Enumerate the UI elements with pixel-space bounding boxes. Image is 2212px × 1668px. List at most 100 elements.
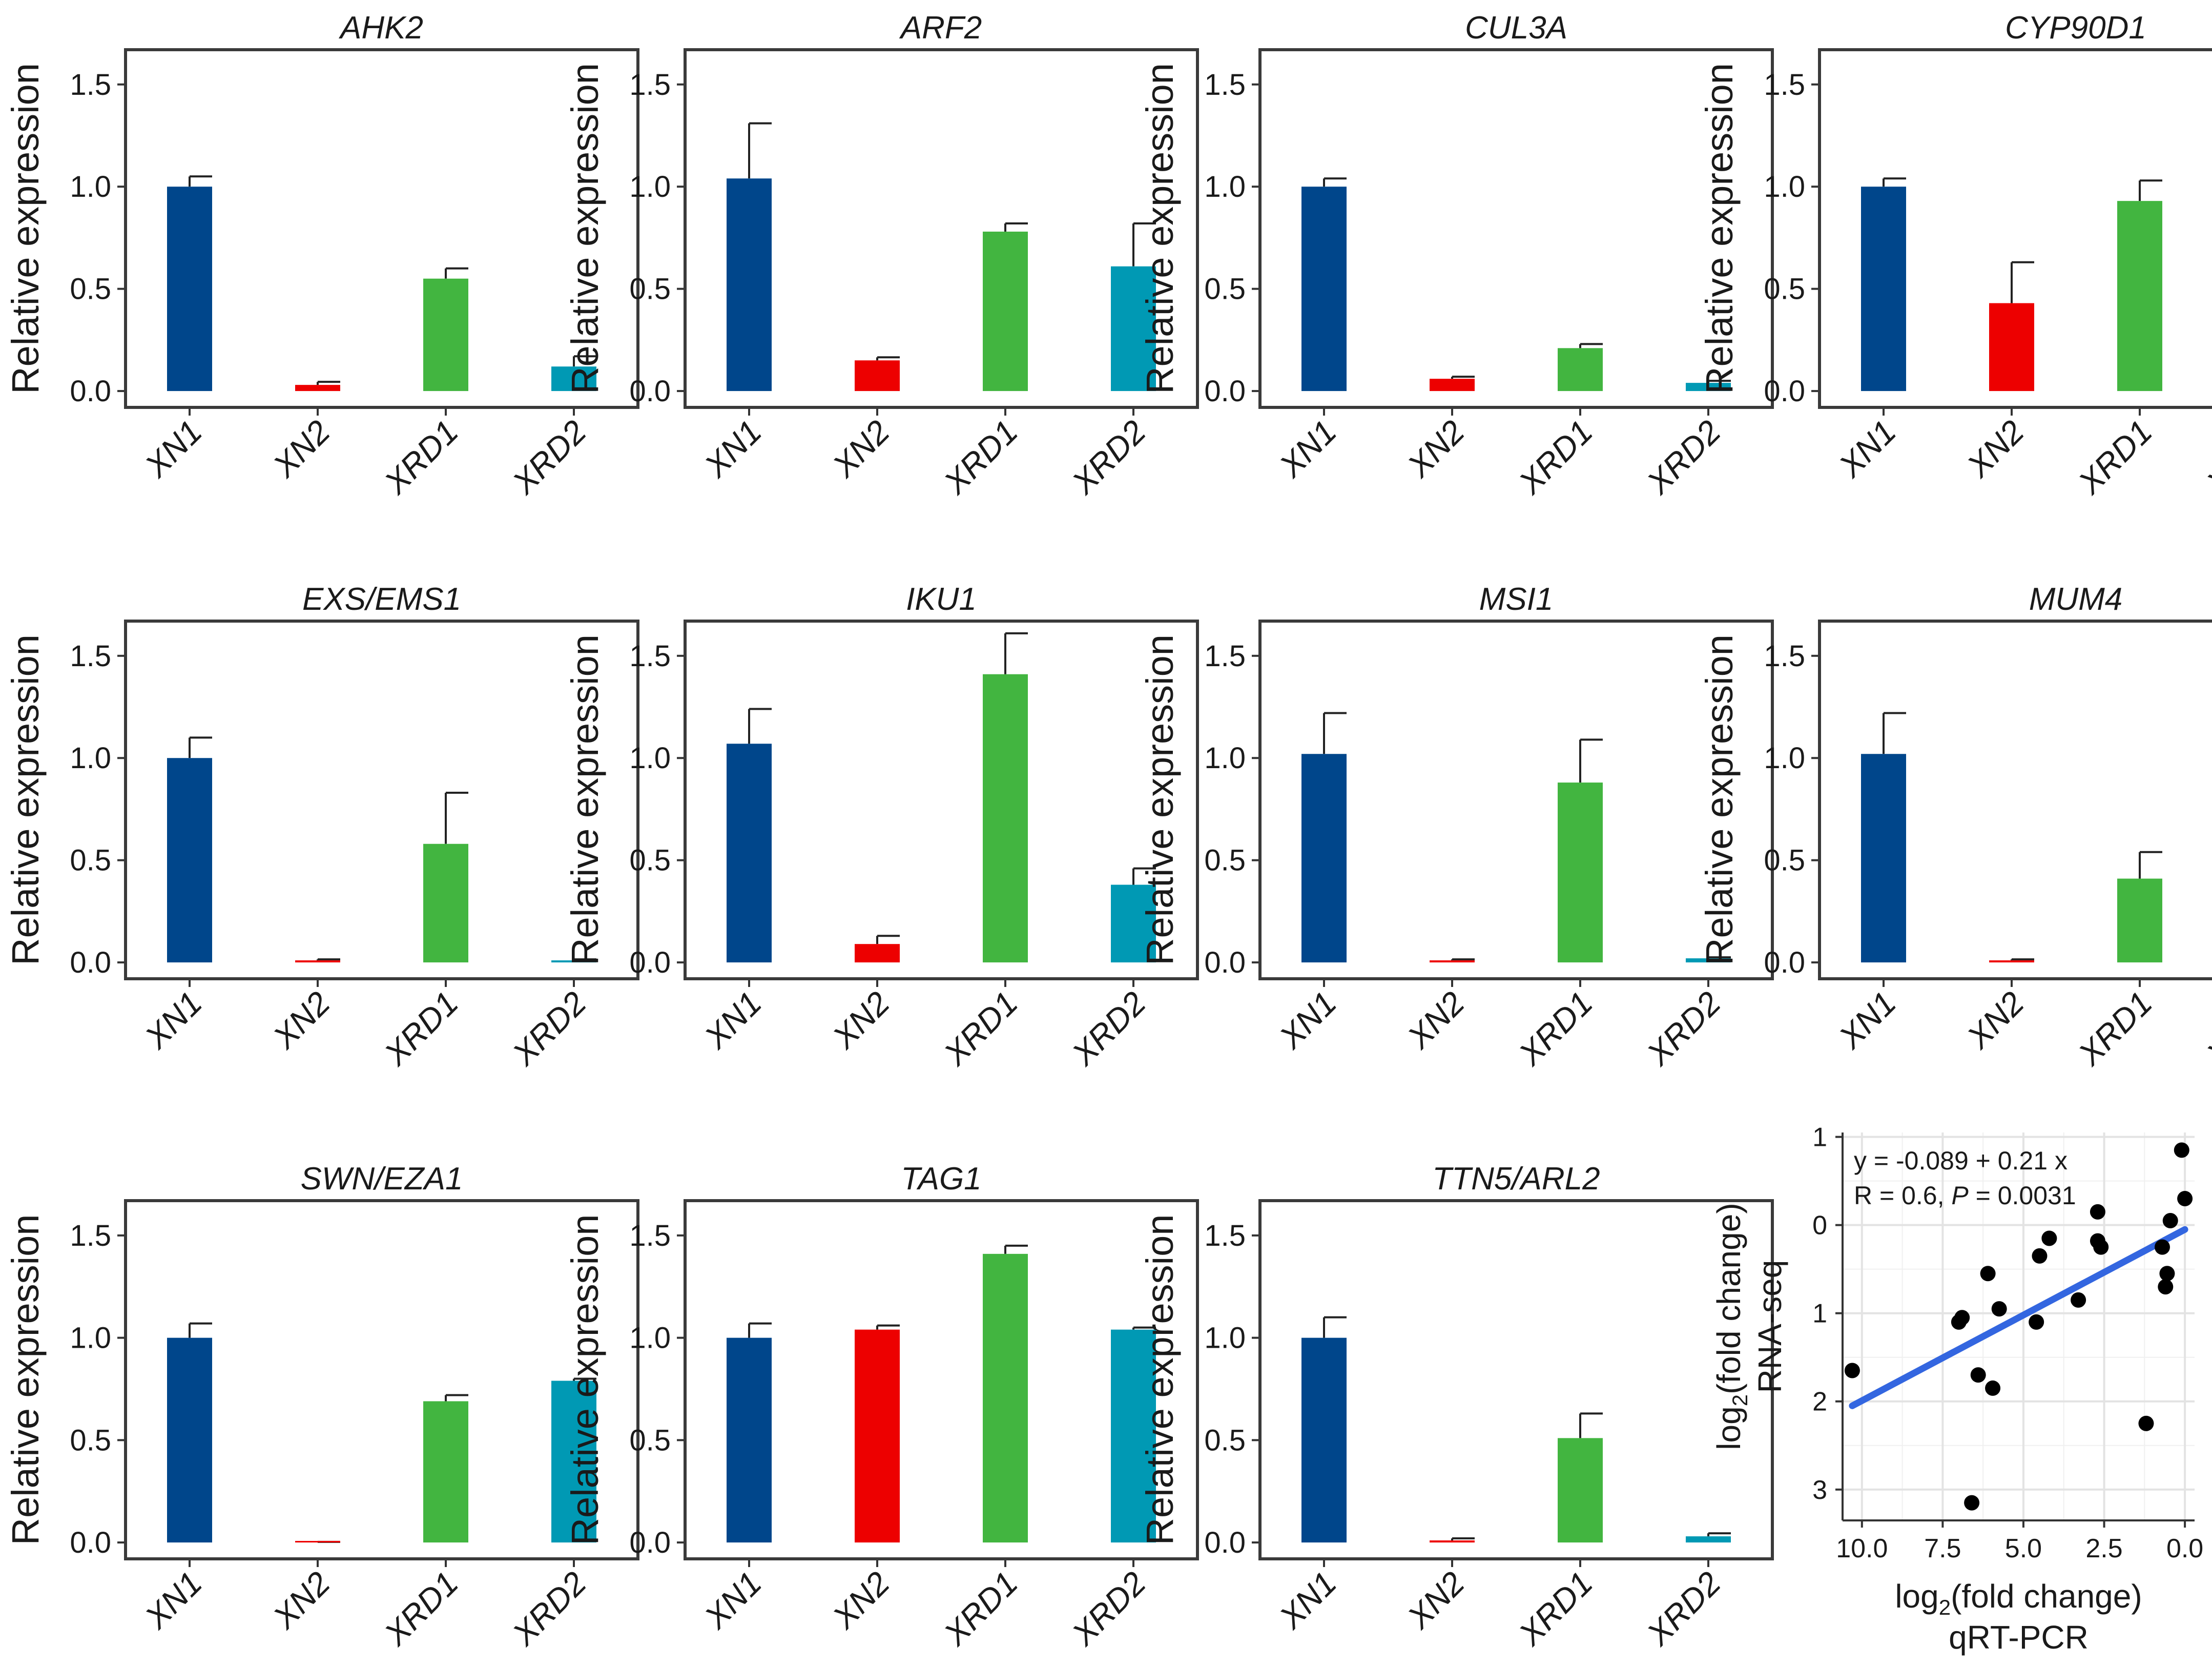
y-tick-label: 1.0: [70, 1322, 111, 1355]
y-axis-title: Relative expression: [1698, 634, 1741, 965]
y-tick-label: 0.0: [1204, 375, 1246, 408]
bar-xn2: [1430, 379, 1475, 392]
panel-tag1: TAG1 0.0 0.5 1.0 1.5 Relative expression XN1 XN…: [564, 1161, 1199, 1653]
x-tick-label: XN1: [697, 413, 769, 485]
x-tick-label: XRD2: [1639, 984, 1728, 1073]
bar-xn2: [295, 960, 340, 963]
panel-title: SWN/EZA1: [301, 1161, 463, 1197]
scatter-point: [2090, 1204, 2105, 1220]
y-tick-label: 3: [1812, 1475, 1827, 1505]
x-tick-label: XRD1: [936, 1564, 1025, 1653]
y-tick-label: 0.5: [1764, 273, 1805, 306]
x-tick-label: XRD2: [505, 413, 593, 502]
bar-xrd2: [1111, 266, 1156, 392]
correlation-stats: R = 0.6, P = 0.0031: [1854, 1181, 2076, 1210]
bar-xn1: [727, 744, 772, 963]
bar-xn2: [855, 1329, 900, 1543]
y-tick-label: 1.5: [1764, 640, 1805, 673]
scatter-point: [1980, 1266, 1996, 1282]
x-tick-label: XN2: [1400, 984, 1472, 1056]
x-tick-label: XRD1: [1511, 413, 1600, 502]
panel-title: ARF2: [899, 10, 982, 46]
y-tick-label: 0.5: [629, 1424, 671, 1457]
panel-cul3a: CUL3A 0.0 0.5 1.0 1.5 Relative expression XN1 X…: [1139, 10, 1774, 502]
bar-xrd2: [1686, 1536, 1731, 1543]
y-tick-label: 1: [1812, 1299, 1827, 1329]
y-tick-label: 1.0: [1764, 742, 1805, 775]
bar-xn2: [855, 360, 900, 392]
x-axis-title-log: log: [1895, 1578, 1938, 1615]
plot-frame: [1818, 48, 2212, 409]
bar-xn2: [855, 944, 900, 963]
y-tick-label: 0.5: [70, 1424, 111, 1457]
scatter-point: [1844, 1363, 1860, 1378]
y-tick-label: 1.0: [1204, 1322, 1246, 1355]
plot-frame: [124, 1199, 639, 1560]
bar-xrd2: [1686, 383, 1731, 392]
x-tick-label: XN2: [265, 984, 337, 1056]
bar-xn2: [1430, 960, 1475, 963]
panel-title: IKU1: [906, 582, 977, 617]
y-tick-label: 1.5: [629, 68, 671, 101]
y-axis-title-log: log: [1710, 1406, 1747, 1450]
bar-xrd1: [423, 1401, 468, 1543]
y-tick-label: 1.5: [70, 640, 111, 673]
y-axis-title: Relative expression: [1698, 63, 1741, 394]
bar-xrd1: [1558, 1438, 1603, 1543]
y-tick-label: 0.5: [1204, 273, 1246, 306]
x-tick-label: 7.5: [1924, 1534, 1961, 1563]
scatter-point: [2041, 1230, 2057, 1246]
y-tick-label: 0.5: [629, 844, 671, 877]
x-axis-title: log2(fold change): [1895, 1578, 2142, 1619]
y-axis-title: log2(fold change): [1710, 1203, 1752, 1450]
y-axis-title: Relative expression: [1139, 634, 1181, 965]
x-tick-label: XRD1: [377, 413, 465, 502]
x-tick-label: XRD1: [377, 984, 465, 1073]
x-tick-label: XN2: [825, 413, 897, 485]
y-tick-label: 1.0: [629, 1322, 671, 1355]
x-tick-label: XRD2: [505, 984, 593, 1073]
y-tick-label: 0.0: [629, 1526, 671, 1559]
bar-xrd2: [551, 960, 596, 963]
y-axis-title: Relative expression: [4, 1214, 47, 1546]
x-tick-label: XRD1: [1511, 984, 1600, 1073]
y-axis-title: Relative expression: [564, 634, 606, 965]
y-tick-label: 1.0: [70, 742, 111, 775]
panel-exs-ems1: EXS/EMS1 0.0 0.5 1.0 1.5 Relative expression X…: [4, 582, 639, 1073]
bar-xrd2: [1111, 1329, 1156, 1543]
x-tick-label: XRD2: [2199, 984, 2212, 1073]
plot-frame: [124, 48, 639, 409]
scatter-point: [2162, 1213, 2178, 1229]
y-tick-label: 0.0: [1204, 946, 1246, 979]
x-tick-label: XN2: [1959, 984, 2031, 1056]
bar-xrd2: [1111, 884, 1156, 963]
panel-title: TTN5/ARL2: [1432, 1161, 1600, 1197]
y-axis-title: Relative expression: [1139, 1214, 1181, 1546]
panel-title: CYP90D1: [2005, 10, 2146, 46]
x-tick-label: XN2: [1959, 413, 2031, 485]
y-tick-label: 0.0: [629, 946, 671, 979]
x-tick-label: XRD1: [377, 1564, 465, 1653]
x-tick-label: XN1: [697, 1564, 769, 1636]
x-tick-label: 2.5: [2085, 1534, 2122, 1563]
x-tick-label: XRD1: [936, 413, 1025, 502]
bar-xn2: [295, 385, 340, 392]
x-tick-label: XRD1: [2071, 984, 2159, 1073]
x-axis-title-rest: (fold change): [1951, 1578, 2142, 1615]
x-tick-label: XN1: [1272, 1564, 1343, 1636]
panel-iku1: IKU1 0.0 0.5 1.0 1.5 Relative expression XN1 XN…: [564, 582, 1199, 1073]
bar-xrd2: [551, 1381, 596, 1543]
bar-xrd1: [423, 843, 468, 963]
y-axis-title: Relative expression: [1139, 63, 1181, 394]
y-tick-label: 1.5: [1204, 1219, 1246, 1252]
y-tick-label: 0.0: [1764, 375, 1805, 408]
x-tick-label: XN1: [1831, 413, 1903, 485]
panel-title: AHK2: [338, 10, 423, 46]
bar-xrd2: [551, 366, 596, 392]
scatter-point: [2158, 1279, 2174, 1295]
x-tick-label: XN2: [265, 1564, 337, 1636]
x-tick-label: XN1: [137, 413, 209, 485]
y-tick-label: 1.5: [629, 1219, 671, 1252]
panel-swn-eza1: SWN/EZA1 0.0 0.5 1.0 1.5 Relative expression X…: [4, 1161, 639, 1653]
